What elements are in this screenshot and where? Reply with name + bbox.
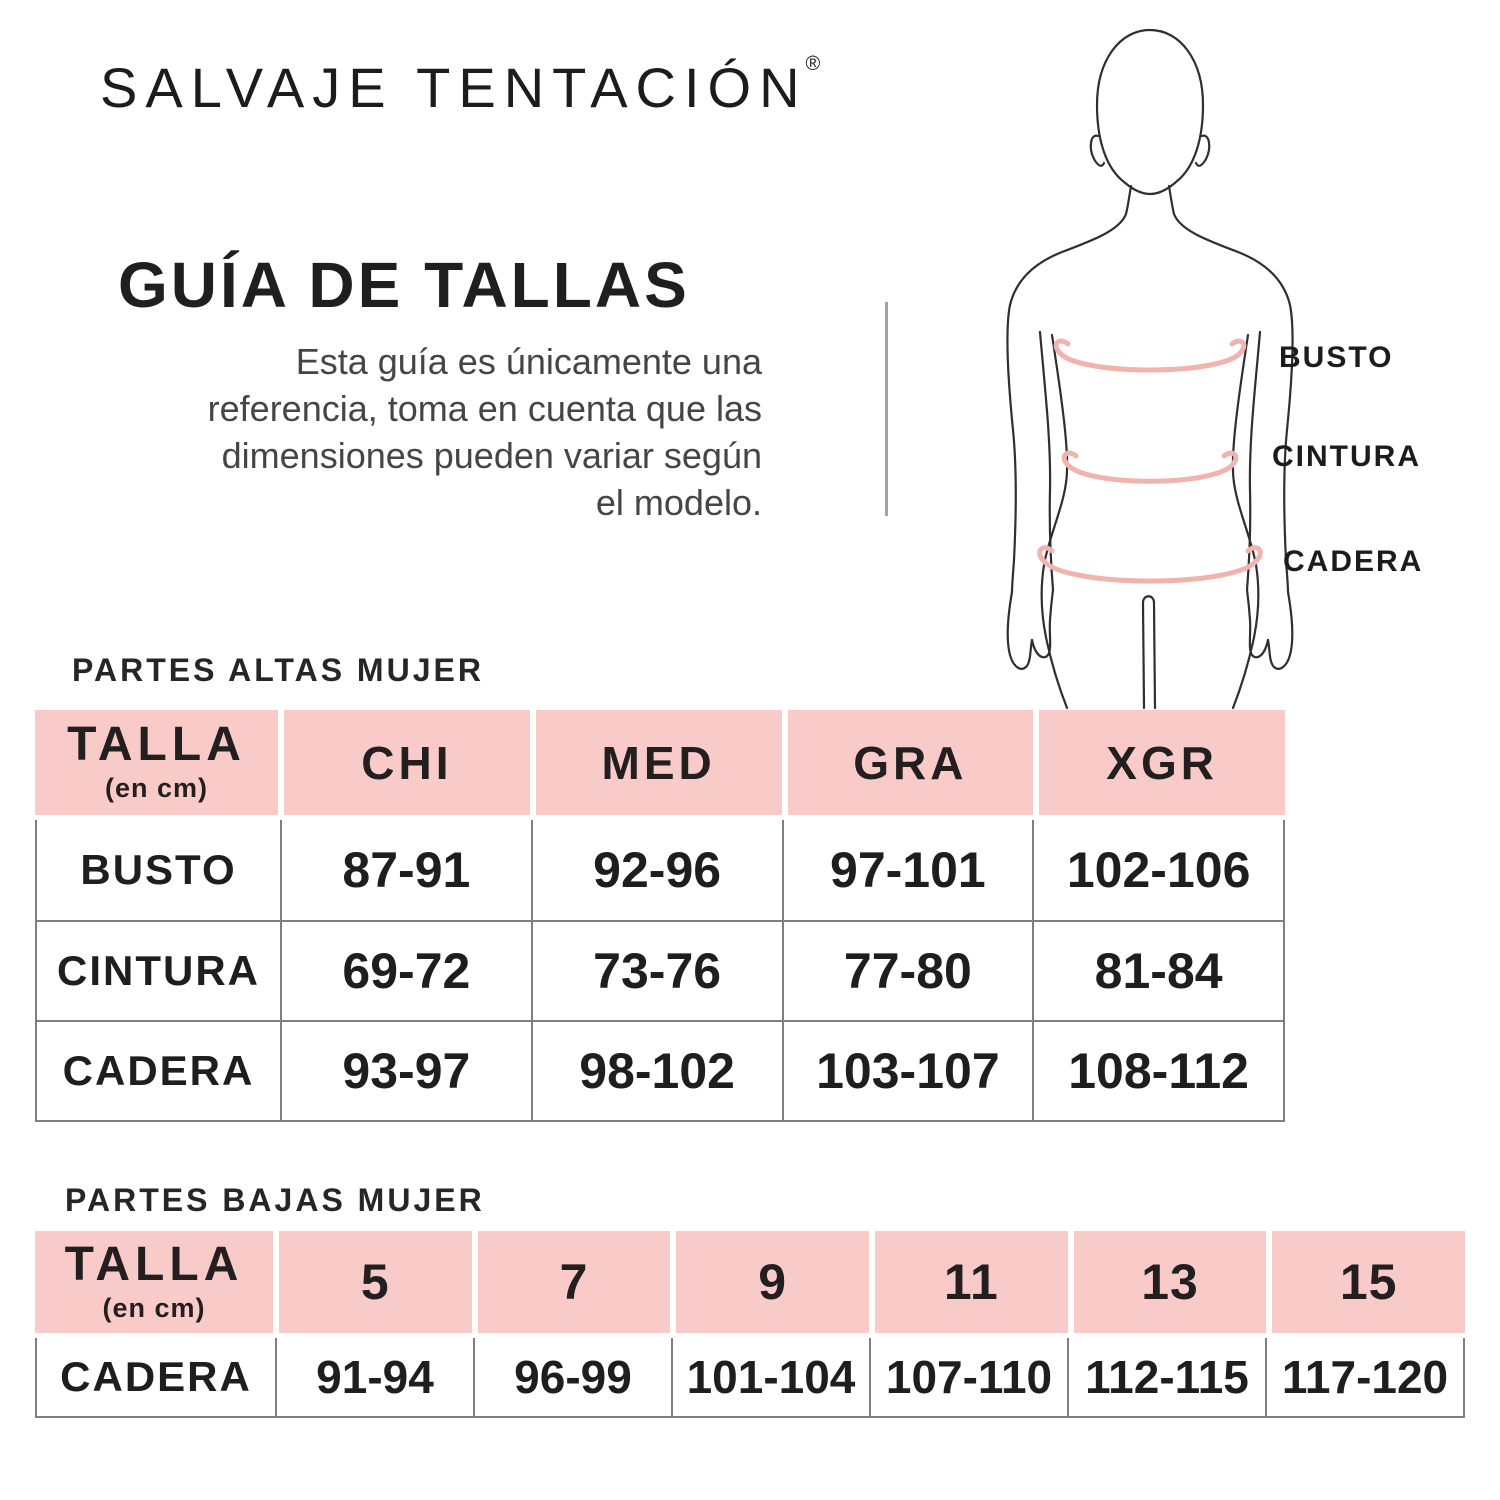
figure-label-hip: CADERA xyxy=(1283,545,1424,578)
size-column-header-xgr: XGR xyxy=(1039,710,1285,815)
section-title-upper: PARTES ALTAS MUJER xyxy=(72,652,484,688)
upper-body-size-table: TALLA (en cm) CHI MED GRA XGR BUSTO 87-9… xyxy=(35,710,1285,1122)
table-cell: 87-91 xyxy=(280,820,531,920)
talla-header-cell: TALLA (en cm) xyxy=(35,1231,273,1333)
size-column-header-chi: CHI xyxy=(284,710,530,815)
upper-table-header-row: TALLA (en cm) CHI MED GRA XGR xyxy=(35,710,1285,815)
table-cell: 81-84 xyxy=(1032,920,1283,1020)
table-cell: 117-120 xyxy=(1265,1338,1463,1416)
row-label-hip: CADERA xyxy=(37,1338,275,1416)
registered-trademark-symbol: ® xyxy=(805,53,821,75)
table-cell: 108-112 xyxy=(1032,1020,1283,1120)
talla-label: TALLA xyxy=(64,1237,244,1291)
table-cell: 102-106 xyxy=(1032,820,1283,920)
table-cell: 101-104 xyxy=(671,1338,869,1416)
table-cell: 98-102 xyxy=(530,1020,782,1120)
hip-measure-line xyxy=(1037,545,1263,584)
vertical-divider xyxy=(885,302,888,516)
intro-text: Esta guía es únicamente una referencia, … xyxy=(207,341,762,523)
table-cell: 77-80 xyxy=(781,920,1033,1020)
size-column-header-13: 13 xyxy=(1073,1231,1267,1333)
bust-measure-line xyxy=(1053,338,1247,373)
size-column-header-7: 7 xyxy=(477,1231,671,1333)
size-column-header-11: 11 xyxy=(875,1231,1068,1333)
brand-name-text: SALVAJE TENTACIÓN xyxy=(100,56,808,119)
table-cell: 91-94 xyxy=(275,1338,473,1416)
unit-label: (en cm) xyxy=(104,773,209,803)
figure-label-bust: BUSTO xyxy=(1279,341,1394,374)
page-title: GUÍA DE TALLAS xyxy=(118,249,690,321)
unit-label: (en cm) xyxy=(102,1292,206,1323)
brand-name: SALVAJE TENTACIÓN® xyxy=(100,53,822,120)
row-label-hip: CADERA xyxy=(37,1020,280,1120)
size-column-header-gra: GRA xyxy=(787,710,1034,815)
table-cell: 97-101 xyxy=(781,820,1033,920)
figure-label-waist: CINTURA xyxy=(1272,440,1421,473)
size-column-header-med: MED xyxy=(535,710,782,815)
lower-table-body: CADERA 91-94 96-99 101-104 107-110 112-1… xyxy=(35,1338,1465,1418)
table-cell: 103-107 xyxy=(781,1020,1033,1120)
row-label-waist: CINTURA xyxy=(37,920,280,1020)
talla-label: TALLA xyxy=(67,718,246,771)
lower-table-header-row: TALLA (en cm) 5 7 9 11 13 15 xyxy=(35,1231,1466,1333)
body-outline xyxy=(1006,28,1294,710)
row-label-bust: BUSTO xyxy=(37,820,280,920)
table-cell: 107-110 xyxy=(869,1338,1067,1416)
woman-silhouette-icon xyxy=(1006,28,1294,710)
table-cell: 93-97 xyxy=(280,1020,531,1120)
measure-tape-lines xyxy=(1037,338,1263,584)
section-title-lower: PARTES BAJAS MUJER xyxy=(65,1182,485,1218)
table-cell: 96-99 xyxy=(473,1338,671,1416)
lower-body-size-table: TALLA (en cm) 5 7 9 11 13 15 CADERA 91-9… xyxy=(35,1231,1466,1418)
table-cell: 92-96 xyxy=(530,820,782,920)
table-cell: 73-76 xyxy=(530,920,782,1020)
size-column-header-15: 15 xyxy=(1272,1231,1466,1333)
size-column-header-9: 9 xyxy=(676,1231,870,1333)
size-column-header-5: 5 xyxy=(279,1231,472,1333)
waist-measure-line xyxy=(1061,450,1239,484)
upper-table-body: BUSTO 87-91 92-96 97-101 102-106 CINTURA… xyxy=(35,820,1285,1122)
talla-header-cell: TALLA (en cm) xyxy=(35,710,278,815)
table-cell: 69-72 xyxy=(280,920,531,1020)
table-cell: 112-115 xyxy=(1067,1338,1265,1416)
